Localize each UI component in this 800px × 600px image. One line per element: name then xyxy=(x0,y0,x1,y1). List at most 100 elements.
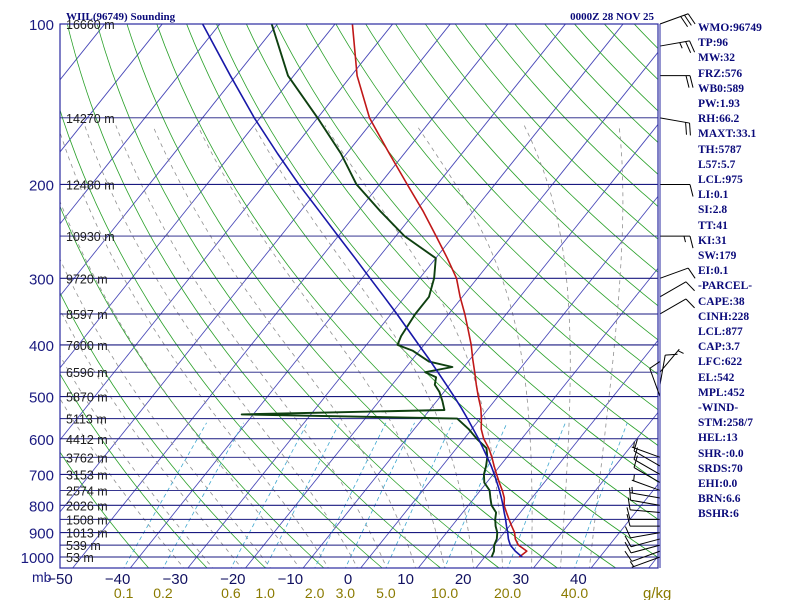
mixing-ratio-tick-label: 0.6 xyxy=(221,585,241,600)
wind-barb-column xyxy=(624,13,696,568)
wind-barb-feather xyxy=(626,513,631,527)
wind-barb xyxy=(649,361,661,397)
plot-background xyxy=(60,24,658,568)
wind-barb xyxy=(629,487,661,506)
height-label: 10930 m xyxy=(66,230,115,244)
index-row: L57:5.7 xyxy=(698,158,736,171)
isotherm-line xyxy=(60,24,336,369)
index-row: -WIND- xyxy=(698,402,739,414)
pressure-tick-label: 500 xyxy=(29,390,54,407)
index-row: FRZ:576 xyxy=(698,67,743,80)
isotherm-line xyxy=(532,411,658,568)
index-row: LI:0.1 xyxy=(698,189,729,202)
temperature-tick-label: −10 xyxy=(278,571,303,588)
height-label: 6596 m xyxy=(66,366,108,380)
isotherm-line xyxy=(187,24,624,568)
moist-adiabat-line xyxy=(324,125,504,568)
wind-barb-half-feather xyxy=(677,350,684,354)
mixing-ratio-tick-label: 20.0 xyxy=(494,585,521,600)
wind-barb-feather xyxy=(685,75,690,88)
wind-barb-half-feather xyxy=(629,561,635,567)
wind-barb-half-feather xyxy=(633,441,635,448)
wind-barb xyxy=(624,526,661,539)
temperature-tick-label: −20 xyxy=(220,571,245,588)
index-row: BRN:6.6 xyxy=(698,493,741,506)
height-label: 2026 m xyxy=(66,499,108,513)
index-row: CAPE:38 xyxy=(698,295,745,308)
pressure-tick-label: 800 xyxy=(29,498,54,515)
wind-barb xyxy=(659,117,691,136)
wind-barb xyxy=(631,441,661,458)
isotherm-line xyxy=(244,51,658,568)
wind-barb-staff xyxy=(630,492,661,499)
temperature-tick-label: 10 xyxy=(397,571,414,588)
moist-adiabat-line xyxy=(60,200,300,568)
dry-adiabat-line xyxy=(60,373,208,568)
isotherm-line xyxy=(417,267,658,568)
height-label: 5113 m xyxy=(66,413,107,427)
wind-barb-feather xyxy=(689,75,694,88)
index-row: TP:96 xyxy=(698,37,729,50)
index-row: SHR-:0.0 xyxy=(698,447,744,460)
dry-adiabat-line xyxy=(305,24,658,411)
mixing-ratio-line xyxy=(314,422,387,568)
index-row: MW:32 xyxy=(698,52,736,65)
wind-barb-feather xyxy=(627,497,631,510)
wind-barb xyxy=(659,298,695,315)
index-row: WB0:589 xyxy=(698,82,744,95)
wind-barb-staff xyxy=(630,532,661,539)
mixing-ratio-line xyxy=(123,422,207,568)
mixing-ratio-tick-label: 2.0 xyxy=(305,585,325,600)
mixing-ratio-line xyxy=(162,422,244,568)
wind-barb xyxy=(624,550,661,562)
station-title: WIIL(96749) Sounding xyxy=(66,11,176,23)
wind-barb-staff xyxy=(659,298,687,315)
wind-barb-feather xyxy=(689,40,696,53)
wind-barb-staff xyxy=(633,467,661,483)
moist-adiabat-line xyxy=(152,125,416,568)
dry-adiabat-line xyxy=(514,24,658,175)
wind-barb xyxy=(659,348,684,373)
wind-barb xyxy=(660,75,694,88)
wind-barb-feather xyxy=(624,535,632,547)
wind-barb-feather xyxy=(687,267,696,279)
wind-barb-feather xyxy=(665,353,678,356)
height-label: 3153 m xyxy=(66,468,108,482)
valid-time: 0000Z 28 NOV 25 xyxy=(570,11,654,23)
wind-barb-staff xyxy=(630,538,661,548)
background-grid xyxy=(60,24,658,568)
wind-barb xyxy=(629,556,661,568)
dry-adiabat-line xyxy=(186,24,658,558)
dry-adiabat-line xyxy=(424,24,658,273)
mixing-ratio-tick-label: 3.0 xyxy=(336,585,356,600)
isotherm-line xyxy=(60,24,394,441)
index-row: SI:2.8 xyxy=(698,204,728,217)
wind-barb xyxy=(624,535,661,548)
sounding-profiles xyxy=(201,24,528,558)
wind-barb xyxy=(633,455,661,483)
mixing-ratio-tick-label: 40.0 xyxy=(561,585,588,600)
parcel-profile xyxy=(201,24,523,558)
wind-barb-staff xyxy=(659,355,666,385)
wind-barb-feather xyxy=(685,281,695,292)
pressure-tick-label: 100 xyxy=(29,17,54,34)
dry-adiabat-line xyxy=(484,24,658,208)
wind-barb-feather xyxy=(685,298,695,309)
index-row: HEL:13 xyxy=(698,432,738,445)
wind-barb-feather xyxy=(689,123,691,136)
dry-adiabat-line xyxy=(544,24,658,143)
wind-barb-feather xyxy=(624,541,632,554)
index-row: KI:31 xyxy=(698,234,727,247)
height-labels: 16660 m 14270 m 12480 m 10930 m 9720 m 8597 m… xyxy=(66,18,115,565)
wind-barb xyxy=(630,486,661,499)
pressure-tick-label: 600 xyxy=(29,432,54,449)
isotherm-line xyxy=(360,195,658,568)
temperature-tick-label: 40 xyxy=(570,571,587,588)
wind-barb-feather xyxy=(624,526,631,539)
wind-barb-staff xyxy=(659,40,690,47)
height-label: 2574 m xyxy=(66,484,108,498)
index-row: MPL:452 xyxy=(698,386,745,399)
moist-adiabat-line xyxy=(60,131,329,568)
height-label: 12480 m xyxy=(66,178,115,192)
